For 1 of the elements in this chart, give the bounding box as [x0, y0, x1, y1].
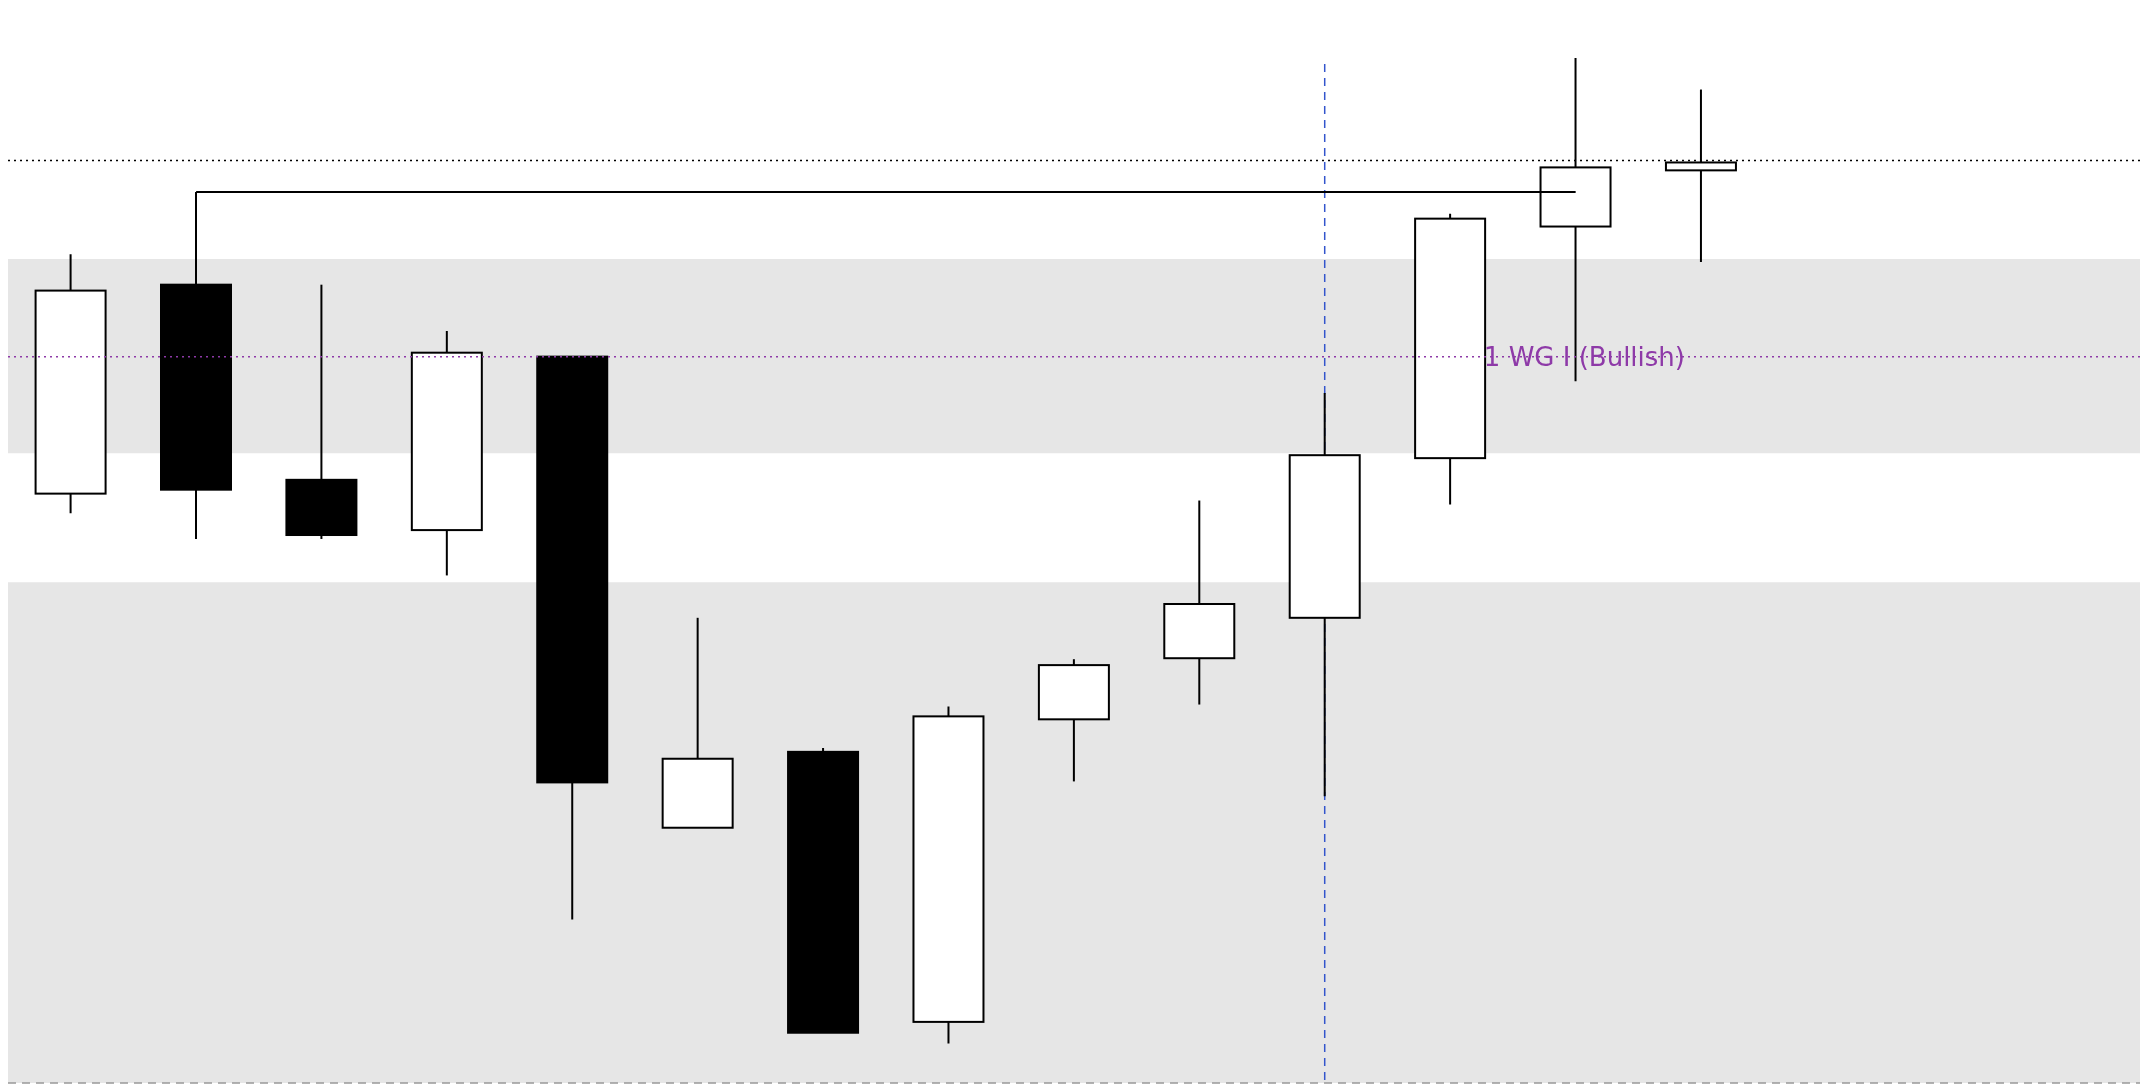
ref-line-label: 1 WG I (Bullish)	[1483, 341, 1685, 372]
